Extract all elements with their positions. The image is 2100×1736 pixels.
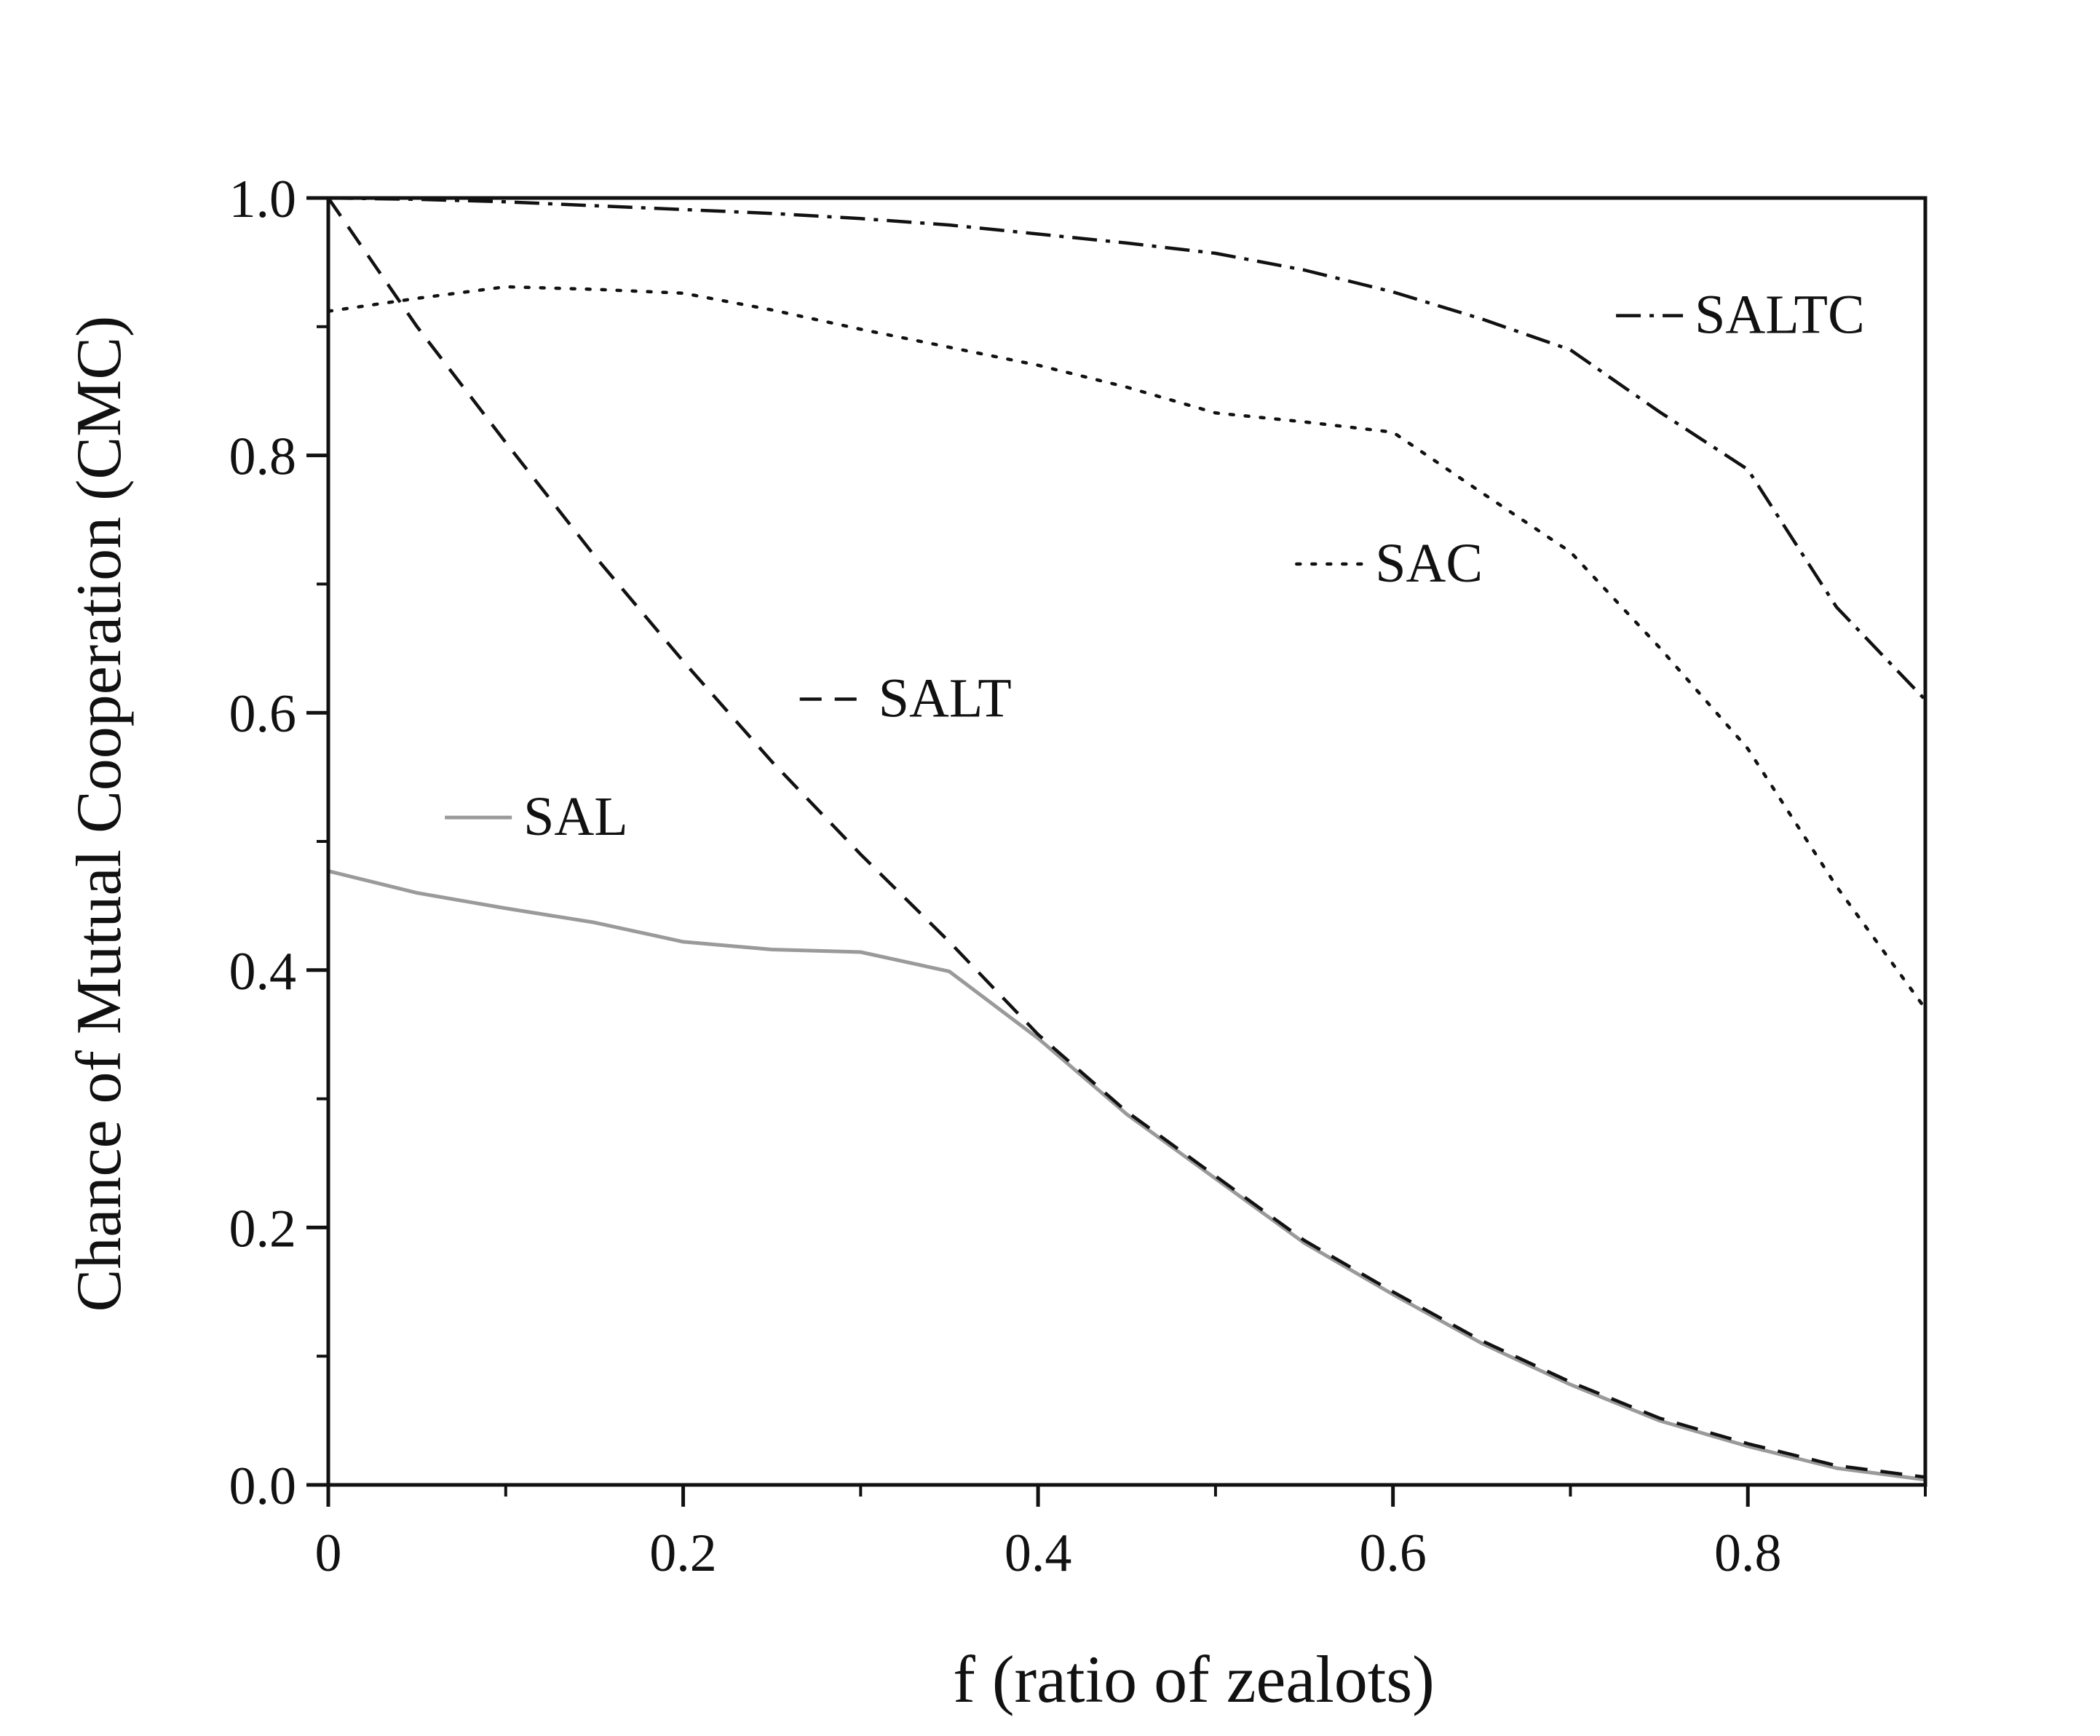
y-tick-label: 0.6 [229,684,297,744]
y-tick-label: 0.0 [229,1456,297,1516]
series-line-sac [326,285,1927,1011]
series-labels: SALTC SAC SALT SAL [445,285,1865,847]
y-tick-label: 1.0 [229,170,297,229]
x-tick-label: 0.4 [1005,1523,1072,1583]
x-axis-title: f (ratio of zealots) [953,1642,1435,1716]
y-axis-title: Chance of Mutual Cooperation (CMC) [64,316,135,1312]
x-tick-label: 0.2 [649,1523,717,1583]
series-line-saltc [328,196,1927,702]
plot-frame [326,196,1927,1487]
y-tick-label: 0.2 [229,1199,297,1259]
series-label-sal: SAL [523,786,628,847]
series-lines [326,196,1927,1482]
series-label-saltc: SALTC [1695,285,1865,346]
series-label-salt: SALT [879,668,1012,729]
series-label-sac: SAC [1375,533,1483,594]
y-tick-label: 0.4 [229,942,297,1002]
x-tick-label: 0.6 [1359,1523,1427,1583]
series-line-salt [327,197,1926,1479]
x-tick-label: 0 [315,1523,342,1583]
x-tick-label: 0.8 [1714,1523,1782,1583]
y-tick-label: 0.8 [229,427,297,487]
axis-ticks: 0 0.2 0.4 0.6 0.8 0.0 0.2 0.4 0.6 0.8 1.0 [229,170,1927,1583]
series-line-sal [328,869,1926,1482]
